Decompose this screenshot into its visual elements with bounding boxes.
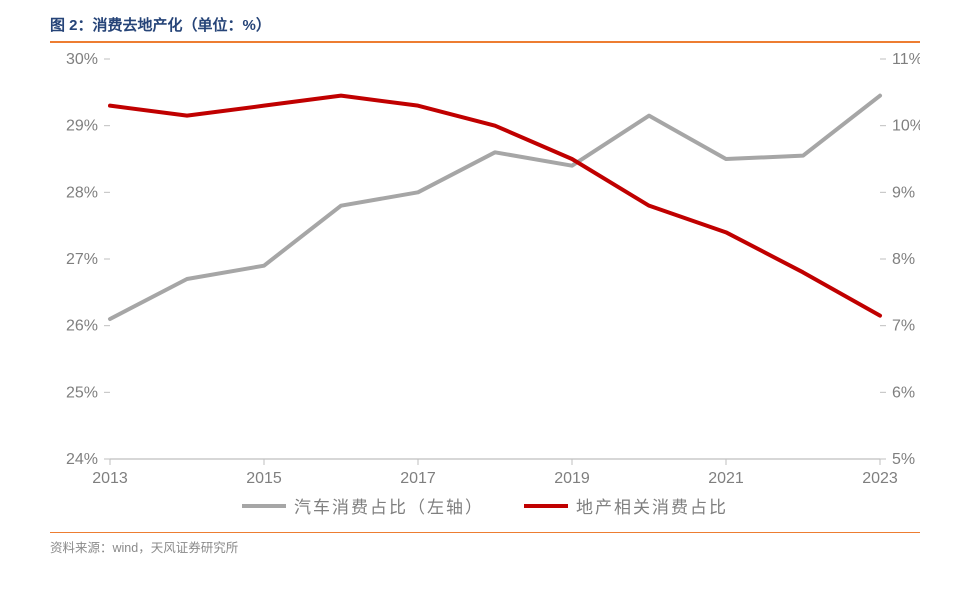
svg-text:11%: 11% — [892, 51, 920, 68]
chart-title: 图 2：消费去地产化（单位：%） — [50, 10, 920, 41]
chart-source: 资料来源：wind，天风证券研究所 — [50, 537, 920, 556]
svg-text:26%: 26% — [66, 318, 98, 335]
svg-text:27%: 27% — [66, 251, 98, 268]
title-divider — [50, 41, 920, 43]
chart-legend: 汽车消费占比（左轴） 地产相关消费占比 — [50, 493, 920, 518]
svg-text:2019: 2019 — [554, 470, 590, 487]
svg-text:8%: 8% — [892, 251, 915, 268]
svg-text:5%: 5% — [892, 451, 915, 468]
chart-area: 24% 25% 26% 27% 28% 29% 30% 5% 6% 7% 8% 9% 10% 11% 201… — [50, 49, 920, 489]
legend-item: 地产相关消费占比 — [524, 493, 728, 518]
svg-text:2017: 2017 — [400, 470, 436, 487]
svg-text:24%: 24% — [66, 451, 98, 468]
svg-text:7%: 7% — [892, 318, 915, 335]
svg-text:10%: 10% — [892, 118, 920, 135]
svg-text:28%: 28% — [66, 184, 98, 201]
legend-label: 汽车消费占比（左轴） — [294, 493, 484, 518]
footer-divider — [50, 532, 920, 533]
legend-item: 汽车消费占比（左轴） — [242, 493, 484, 518]
svg-text:2023: 2023 — [862, 470, 898, 487]
svg-text:6%: 6% — [892, 384, 915, 401]
svg-text:2021: 2021 — [708, 470, 744, 487]
svg-text:29%: 29% — [66, 118, 98, 135]
line-chart: 24% 25% 26% 27% 28% 29% 30% 5% 6% 7% 8% 9% 10% 11% 201… — [50, 49, 920, 489]
svg-text:9%: 9% — [892, 184, 915, 201]
svg-text:2013: 2013 — [92, 470, 128, 487]
svg-text:2015: 2015 — [246, 470, 282, 487]
svg-text:25%: 25% — [66, 384, 98, 401]
svg-text:30%: 30% — [66, 51, 98, 68]
legend-swatch — [242, 504, 286, 508]
legend-label: 地产相关消费占比 — [576, 493, 728, 518]
legend-swatch — [524, 504, 568, 508]
